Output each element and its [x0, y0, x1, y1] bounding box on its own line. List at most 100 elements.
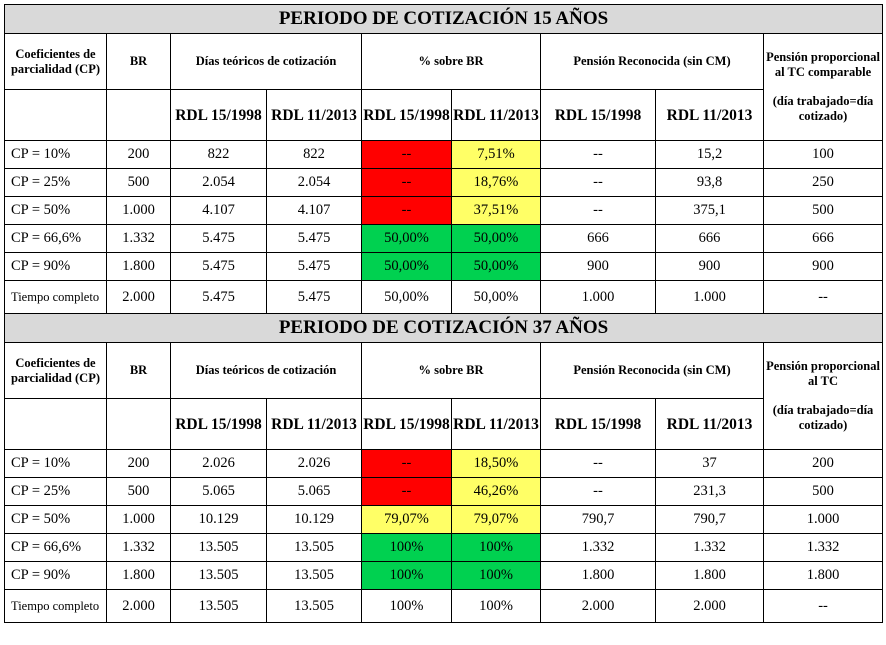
- header-prop-title: Pensión proporcional al TC: [766, 359, 880, 388]
- table-row: CP = 90% 1.800 5.475 5.475 50,00% 50,00% 900 90…: [4, 252, 884, 281]
- document: PERIODO DE COTIZACIÓN 15 AÑOS Coeficiente…: [3, 4, 884, 623]
- cell-cp: CP = 10%: [4, 140, 107, 169]
- header-pension: Pensión Reconocida (sin CM): [540, 33, 764, 90]
- header-cp: Coeficientes de parcialidad (CP): [4, 33, 107, 90]
- cell-pct-rdl-15-1998: 100%: [361, 561, 452, 590]
- cell-pct-rdl-15-1998: 50,00%: [361, 280, 452, 314]
- cell-prop: --: [762, 589, 884, 623]
- cell-dias-rdl-11-2013: 13.505: [266, 589, 362, 623]
- cell-pct-rdl-11-2013: 18,50%: [451, 449, 541, 478]
- subheader-empty: [4, 398, 107, 450]
- table-row: CP = 25% 500 5.065 5.065 -- 46,26% -- 231,3 500: [4, 477, 884, 506]
- cell-pct-rdl-11-2013: 46,26%: [451, 477, 541, 506]
- cell-br: 1.000: [106, 196, 171, 225]
- subheader-row: RDL 15/1998 RDL 11/2013 RDL 15/1998 RDL 11/…: [4, 89, 883, 141]
- cell-dias-rdl-15-1998: 10.129: [170, 505, 267, 534]
- cell-pct-rdl-11-2013: 18,76%: [451, 168, 541, 197]
- header-pension: Pensión Reconocida (sin CM): [540, 342, 764, 399]
- cell-pct-rdl-15-1998: 50,00%: [361, 252, 452, 281]
- header-br: BR: [106, 33, 171, 90]
- cell-pension-rdl-11-2013: 37: [655, 449, 764, 478]
- cell-pct-rdl-15-1998: 100%: [361, 589, 452, 623]
- cell-pension-rdl-15-1998: 1.332: [540, 533, 656, 562]
- cell-pension-rdl-11-2013: 666: [655, 224, 764, 253]
- cell-prop: 900: [762, 252, 884, 281]
- header-prop-note: (día trabajado=día cotizado): [772, 94, 874, 123]
- subheader-pct-rdl-11-2013: RDL 11/2013: [451, 398, 541, 450]
- cell-pension-rdl-11-2013: 15,2: [655, 140, 764, 169]
- cell-br: 2.000: [106, 589, 171, 623]
- cell-dias-rdl-15-1998: 5.475: [170, 252, 267, 281]
- cell-pct-rdl-15-1998: --: [361, 196, 452, 225]
- header-prop-note: (día trabajado=día cotizado): [772, 403, 874, 432]
- cell-pct-rdl-11-2013: 50,00%: [451, 252, 541, 281]
- cell-dias-rdl-15-1998: 13.505: [170, 561, 267, 590]
- cell-pension-rdl-11-2013: 1.800: [655, 561, 764, 590]
- cell-pension-rdl-15-1998: 1.800: [540, 561, 656, 590]
- table-row: Tiempo completo 2.000 5.475 5.475 50,00% 50,0…: [4, 280, 884, 314]
- subheader-empty: [4, 89, 107, 141]
- header-br: BR: [106, 342, 171, 399]
- cell-pct-rdl-15-1998: 79,07%: [361, 505, 452, 534]
- table-title-row: PERIODO DE COTIZACIÓN 37 AÑOS: [3, 313, 884, 343]
- table-body: PERIODO DE COTIZACIÓN 15 AÑOS Coeficiente…: [3, 4, 884, 623]
- cell-br: 500: [106, 168, 171, 197]
- cell-pension-rdl-15-1998: --: [540, 196, 656, 225]
- subheader-empty: [106, 89, 171, 141]
- table-row: CP = 50% 1.000 10.129 10.129 79,07% 79,07% 790…: [4, 505, 884, 534]
- header-prop-title: Pensión proporcional al TC comparable: [766, 50, 880, 79]
- cell-dias-rdl-11-2013: 5.475: [266, 224, 362, 253]
- cell-prop: 1.000: [762, 505, 884, 534]
- subheader-dias-rdl-15-1998: RDL 15/1998: [170, 89, 267, 141]
- cell-pension-rdl-11-2013: 2.000: [655, 589, 764, 623]
- header-row: Coeficientes de parcialidad (CP) BR Días t…: [4, 342, 884, 450]
- cell-dias-rdl-15-1998: 13.505: [170, 533, 267, 562]
- cell-prop: 250: [762, 168, 884, 197]
- header-prop: Pensión proporcional al TC (día trabajado…: [762, 342, 884, 450]
- table-row: CP = 50% 1.000 4.107 4.107 -- 37,51% -- 375,1 50…: [4, 196, 884, 225]
- cell-dias-rdl-11-2013: 2.054: [266, 168, 362, 197]
- cell-pension-rdl-15-1998: 666: [540, 224, 656, 253]
- table-row: CP = 25% 500 2.054 2.054 -- 18,76% -- 93,8 250: [4, 168, 884, 197]
- cell-pct-rdl-11-2013: 7,51%: [451, 140, 541, 169]
- cell-dias-rdl-15-1998: 2.026: [170, 449, 267, 478]
- cell-cp: CP = 90%: [4, 252, 107, 281]
- subheader-pct-rdl-15-1998: RDL 15/1998: [361, 398, 452, 450]
- cell-dias-rdl-11-2013: 4.107: [266, 196, 362, 225]
- header-row: Coeficientes de parcialidad (CP) BR Días t…: [4, 33, 884, 141]
- table-row: CP = 10% 200 2.026 2.026 -- 18,50% -- 37 200: [4, 449, 884, 478]
- cell-pct-rdl-15-1998: 50,00%: [361, 224, 452, 253]
- cell-dias-rdl-11-2013: 5.475: [266, 252, 362, 281]
- cell-cp: CP = 50%: [4, 196, 107, 225]
- cell-dias-rdl-15-1998: 2.054: [170, 168, 267, 197]
- table-row: CP = 66,6% 1.332 13.505 13.505 100% 100% 1.332…: [4, 533, 884, 562]
- cell-pct-rdl-15-1998: --: [361, 140, 452, 169]
- pension-table: PERIODO DE COTIZACIÓN 15 AÑOS Coeficiente…: [3, 4, 884, 623]
- cell-dias-rdl-15-1998: 5.065: [170, 477, 267, 506]
- cell-br: 1.332: [106, 533, 171, 562]
- cell-br: 200: [106, 140, 171, 169]
- cell-dias-rdl-15-1998: 4.107: [170, 196, 267, 225]
- cell-pct-rdl-11-2013: 100%: [451, 561, 541, 590]
- cell-dias-rdl-11-2013: 10.129: [266, 505, 362, 534]
- cell-dias-rdl-11-2013: 822: [266, 140, 362, 169]
- cell-pct-rdl-15-1998: --: [361, 168, 452, 197]
- cell-pension-rdl-15-1998: 790,7: [540, 505, 656, 534]
- cell-pct-rdl-11-2013: 50,00%: [451, 224, 541, 253]
- header-dias: Días teóricos de cotización: [170, 33, 362, 90]
- cell-br: 500: [106, 477, 171, 506]
- table-row: CP = 10% 200 822 822 -- 7,51% -- 15,2 100: [4, 140, 884, 169]
- cell-pct-rdl-11-2013: 100%: [451, 533, 541, 562]
- subheader-pension-rdl-15-1998: RDL 15/1998: [540, 398, 656, 450]
- cell-pct-rdl-15-1998: --: [361, 449, 452, 478]
- cell-cp: Tiempo completo: [4, 589, 107, 623]
- cell-pct-rdl-11-2013: 79,07%: [451, 505, 541, 534]
- cell-pension-rdl-11-2013: 375,1: [655, 196, 764, 225]
- subheader-pension-rdl-11-2013: RDL 11/2013: [655, 89, 764, 141]
- subheader-pension-rdl-11-2013: RDL 11/2013: [655, 398, 764, 450]
- cell-pct-rdl-11-2013: 100%: [451, 589, 541, 623]
- cell-prop: --: [762, 280, 884, 314]
- cell-cp: CP = 10%: [4, 449, 107, 478]
- cell-pension-rdl-15-1998: --: [540, 168, 656, 197]
- section-title: PERIODO DE COTIZACIÓN 15 AÑOS: [3, 4, 884, 34]
